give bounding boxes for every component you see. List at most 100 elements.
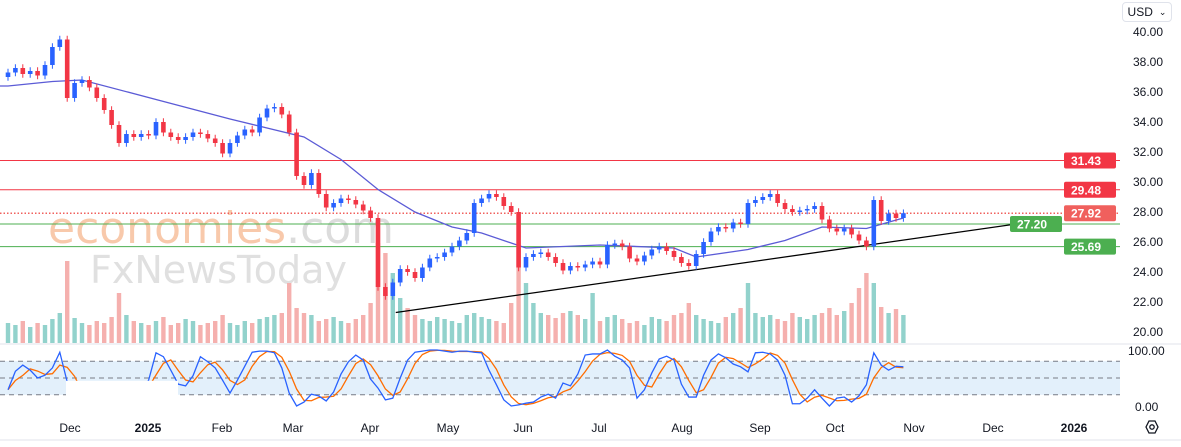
candle-body bbox=[331, 203, 336, 208]
time-tick-label: Aug bbox=[671, 421, 692, 435]
volume-bar bbox=[449, 321, 455, 343]
candle-body bbox=[708, 231, 714, 242]
currency-button[interactable]: USD ⌄ bbox=[1122, 2, 1172, 22]
volume-bar bbox=[768, 315, 773, 343]
candle-body bbox=[760, 197, 766, 200]
price-tag-bg bbox=[1064, 152, 1116, 169]
volume-bar bbox=[435, 317, 440, 343]
volume-bar bbox=[316, 321, 321, 343]
volume-bar bbox=[501, 323, 506, 343]
candle-body bbox=[87, 80, 92, 88]
volume-bar bbox=[627, 323, 632, 343]
trendline[interactable] bbox=[395, 218, 1048, 314]
time-tick-label: Mar bbox=[283, 421, 304, 435]
candle-body bbox=[412, 272, 418, 278]
candle-body bbox=[486, 194, 492, 199]
volume-bar bbox=[546, 315, 551, 343]
time-axis[interactable]: Dec 2025 Feb Mar Apr May Jun Jul Aug Sep Oct Nov Dec… bbox=[59, 421, 1087, 435]
volume-bar bbox=[405, 308, 410, 343]
volume-bar bbox=[568, 311, 573, 343]
candle-body bbox=[190, 132, 196, 137]
candle-body bbox=[235, 135, 240, 143]
volume-bar bbox=[139, 323, 144, 343]
volume-bar bbox=[442, 319, 447, 343]
volume-bar bbox=[161, 317, 166, 343]
candle-body bbox=[538, 252, 544, 254]
candle-body bbox=[553, 257, 558, 263]
volume-bar bbox=[775, 319, 780, 343]
candle-body bbox=[138, 134, 144, 137]
price-tag-label: 27.20 bbox=[1017, 218, 1047, 232]
volume-bar bbox=[509, 303, 514, 343]
volume-bar bbox=[35, 323, 40, 343]
volume-bar bbox=[745, 283, 751, 343]
volume-bar bbox=[190, 321, 196, 343]
volume-bar bbox=[893, 309, 899, 343]
candle-body bbox=[605, 245, 610, 265]
volume-bar bbox=[827, 308, 832, 343]
volume-bar bbox=[346, 323, 351, 343]
candle-body bbox=[479, 198, 484, 203]
price-axis[interactable]: 40.00 38.00 36.00 34.00 32.00 30.00 28.00 26.00… bbox=[1128, 25, 1165, 414]
volume-bar bbox=[235, 325, 240, 343]
volume-bar bbox=[457, 323, 462, 343]
volume-bar bbox=[272, 315, 277, 343]
candle-body bbox=[212, 138, 218, 143]
candle-body bbox=[471, 203, 477, 233]
volume-bar bbox=[65, 261, 70, 343]
candle-body bbox=[57, 39, 63, 47]
candle-body bbox=[753, 200, 758, 203]
volume-bar bbox=[464, 315, 469, 343]
gear-icon[interactable] bbox=[1144, 419, 1160, 435]
candle-body bbox=[72, 83, 77, 98]
candle-body bbox=[812, 206, 817, 209]
volume-bar bbox=[94, 321, 99, 343]
stochastic-mask bbox=[66, 380, 178, 412]
candle-body bbox=[116, 125, 122, 143]
volume-bar bbox=[213, 321, 218, 343]
candle-body bbox=[767, 194, 773, 197]
candle-body bbox=[745, 203, 751, 224]
candle-body bbox=[64, 39, 70, 98]
volume-bar bbox=[834, 315, 839, 343]
chevron-down-icon: ⌄ bbox=[1158, 6, 1167, 17]
candle-body bbox=[50, 47, 55, 65]
price-tick-label: 36.00 bbox=[1133, 85, 1163, 99]
candle-body bbox=[501, 197, 507, 206]
volume-bar bbox=[20, 321, 25, 343]
candle-body bbox=[582, 264, 588, 268]
volume-bar bbox=[738, 308, 743, 343]
volume-bar bbox=[176, 323, 181, 343]
candle-body bbox=[730, 222, 736, 229]
candle-body bbox=[286, 114, 292, 133]
candle-body bbox=[442, 252, 447, 257]
candle-body bbox=[901, 213, 906, 218]
candle-body bbox=[131, 134, 137, 137]
volume-bar bbox=[753, 313, 758, 343]
candle-body bbox=[375, 218, 381, 287]
volume-bar bbox=[583, 319, 588, 343]
candle-body bbox=[323, 194, 329, 208]
stochastic-k-line bbox=[7, 349, 904, 407]
volume-bar bbox=[620, 319, 625, 343]
candle-body bbox=[619, 243, 625, 247]
candle-body bbox=[346, 198, 351, 200]
volume-bar bbox=[198, 325, 203, 343]
volume-bar bbox=[361, 315, 366, 343]
candle-body bbox=[449, 246, 455, 253]
candle-body bbox=[279, 107, 285, 115]
candle-body bbox=[294, 132, 299, 176]
candle-body bbox=[198, 132, 203, 134]
candle-body bbox=[775, 194, 780, 203]
price-tick-label: 38.00 bbox=[1133, 55, 1163, 69]
candle-body bbox=[264, 108, 270, 118]
volume-bar bbox=[205, 323, 210, 343]
volume-bar bbox=[671, 315, 677, 343]
candle-body bbox=[612, 243, 618, 245]
volume-bar bbox=[686, 303, 691, 343]
candle-body bbox=[508, 206, 514, 212]
candle-body bbox=[864, 240, 869, 247]
time-tick-label: Oct bbox=[826, 421, 845, 435]
volume-bar bbox=[257, 319, 262, 343]
